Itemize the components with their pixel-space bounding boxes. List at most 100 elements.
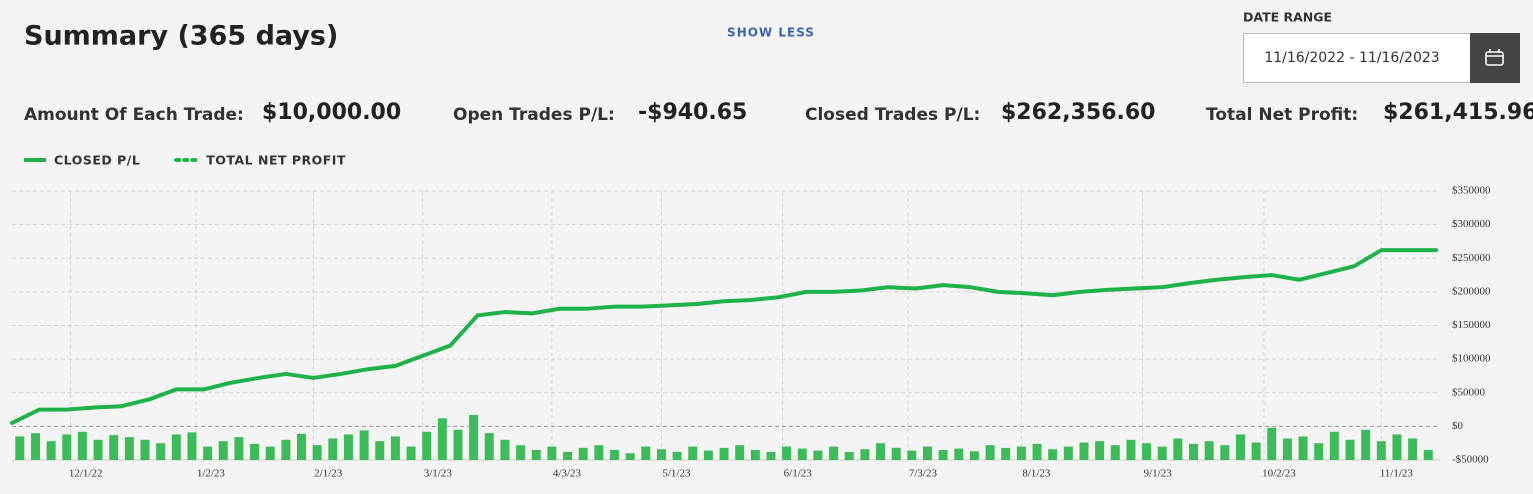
bar <box>766 451 776 460</box>
x-tick-label: 3/1/23 <box>424 468 453 480</box>
bar <box>922 446 932 460</box>
bar <box>62 434 72 460</box>
bar <box>343 434 353 460</box>
bar <box>782 446 792 460</box>
date-input[interactable] <box>1243 33 1471 83</box>
legend-label: TOTAL NET PROFIT <box>206 153 346 168</box>
bar <box>1251 442 1261 460</box>
bar <box>1314 443 1324 460</box>
bar <box>1048 449 1058 460</box>
bar <box>406 446 416 460</box>
stats: Amount Of Each Trade: $10,000.00 Open Trad… <box>24 100 1533 125</box>
bar <box>1408 438 1418 460</box>
stat-label: Total Net Profit: <box>1206 105 1358 125</box>
bar <box>359 430 369 460</box>
bar <box>1173 438 1183 460</box>
x-tick-label: 1/2/23 <box>197 468 226 480</box>
x-tick-label: 9/1/23 <box>1144 468 1173 480</box>
bar <box>1032 443 1042 460</box>
bar <box>234 437 244 460</box>
bar <box>1329 431 1339 460</box>
bar <box>829 446 839 460</box>
y-tick-label: $300000 <box>1452 218 1491 230</box>
y-tick-label: $100000 <box>1452 353 1491 365</box>
bar <box>375 441 385 460</box>
bar <box>625 453 635 460</box>
bar <box>876 443 886 460</box>
bar <box>954 448 964 460</box>
bar <box>1001 447 1011 460</box>
bar <box>390 436 400 460</box>
bar <box>719 447 729 460</box>
x-tick-label: 6/1/23 <box>784 468 813 480</box>
stat-label: Amount Of Each Trade: <box>24 105 244 125</box>
bar <box>1142 443 1152 460</box>
plot: -$50000 $0 $50000 $100000 $150000 $200000 $250… <box>10 185 1491 480</box>
bar <box>265 446 275 460</box>
y-tick-label: $0 <box>1452 420 1464 432</box>
y-tick-label: -$50000 <box>1452 454 1489 466</box>
bar <box>140 439 150 460</box>
calendar-button[interactable] <box>1470 33 1520 83</box>
x-tick-label: 8/1/23 <box>1022 468 1051 480</box>
bar <box>1189 443 1199 460</box>
legend-label: CLOSED P/L <box>54 153 140 168</box>
bar <box>985 445 995 460</box>
bar <box>328 438 338 460</box>
bar <box>124 437 134 460</box>
bar <box>187 432 197 460</box>
stat-value: $261,415.96 <box>1383 100 1533 125</box>
bar <box>156 443 166 460</box>
x-tick-label: 2/1/23 <box>314 468 343 480</box>
bar <box>860 449 870 460</box>
x-tick-label: 4/3/23 <box>553 468 582 480</box>
x-tick-label: 10/2/23 <box>1262 468 1296 480</box>
x-tick-label: 7/3/23 <box>909 468 938 480</box>
bar <box>1157 446 1167 460</box>
stat-label: Open Trades P/L: <box>453 105 615 125</box>
bar <box>1235 434 1245 460</box>
date-value[interactable]: 11/16/2022 - 11/16/2023 <box>1264 50 1439 66</box>
bar <box>484 433 494 460</box>
bar <box>297 433 307 460</box>
bar <box>1126 439 1136 460</box>
y-tick-label: $350000 <box>1452 185 1491 197</box>
bar <box>1079 442 1089 460</box>
stat-label: Closed Trades P/L: <box>805 105 980 125</box>
bar <box>93 439 103 460</box>
bar <box>46 441 56 460</box>
bar <box>1282 438 1292 460</box>
bar <box>437 418 447 460</box>
bar <box>250 443 260 460</box>
y-tick-label: $50000 <box>1452 386 1486 398</box>
bar <box>907 450 917 460</box>
show-less[interactable]: SHOW LESS <box>727 26 815 40</box>
bar <box>203 446 213 460</box>
x-tick-label: 11/1/23 <box>1380 468 1414 480</box>
y-tick-label: $200000 <box>1452 285 1491 297</box>
y-tick-label: $150000 <box>1452 319 1491 331</box>
bar <box>453 429 463 460</box>
bar <box>594 445 604 460</box>
bar <box>109 435 119 460</box>
bar <box>1392 434 1402 460</box>
x-tick-label: 5/1/23 <box>662 468 691 480</box>
bar <box>281 439 291 460</box>
bar <box>578 447 588 460</box>
y-tick-label: $250000 <box>1452 252 1491 264</box>
bar <box>703 450 713 460</box>
bar <box>844 451 854 460</box>
bar <box>171 434 181 460</box>
bar <box>563 451 573 460</box>
bar <box>469 414 479 460</box>
page-title: Summary (365 days) <box>24 21 338 52</box>
x-tick-label: 12/1/22 <box>69 468 103 480</box>
bar <box>938 449 948 460</box>
bar <box>1016 446 1026 460</box>
bar <box>609 449 619 460</box>
bar <box>813 450 823 460</box>
legend: CLOSED P/L TOTAL NET PROFIT <box>24 153 346 168</box>
bar <box>218 441 228 460</box>
calendar-icon <box>1485 49 1504 66</box>
stat-value: $10,000.00 <box>262 100 401 125</box>
